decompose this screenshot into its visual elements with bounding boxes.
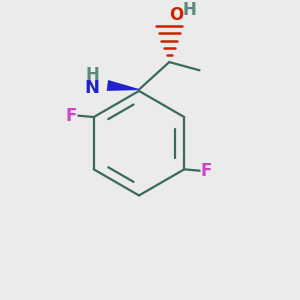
Text: N: N [85, 79, 100, 97]
Text: F: F [201, 162, 212, 180]
Text: O: O [169, 6, 183, 24]
Polygon shape [107, 80, 139, 91]
Text: H: H [85, 66, 99, 84]
Text: F: F [66, 107, 77, 125]
Text: H: H [183, 1, 197, 19]
